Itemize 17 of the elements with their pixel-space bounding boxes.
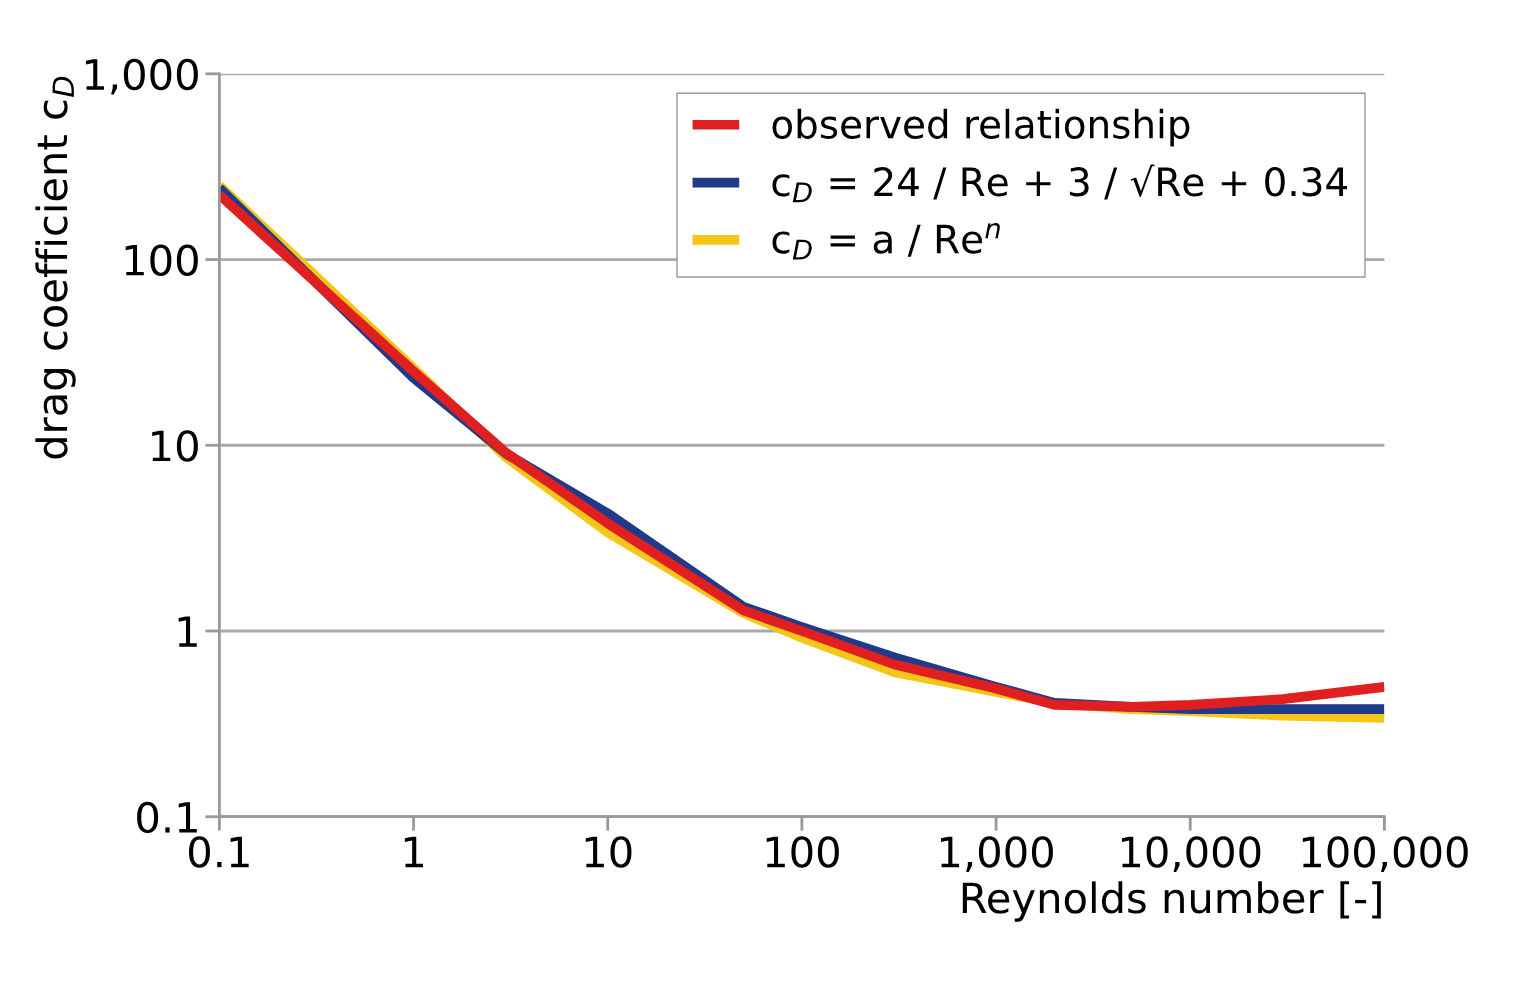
legend-label: observed relationship — [772, 108, 1190, 147]
x-tick-label: 100 — [766, 836, 839, 868]
y-tick-label: 1,000 — [85, 58, 198, 95]
x-axis-title: Reynolds number [-] — [962, 881, 1381, 922]
y-tick-label: 1 — [178, 616, 197, 647]
y-axis-title: drag coefficient c$_{D}$ — [35, 76, 76, 459]
x-tick-label: 0.1 — [189, 836, 249, 868]
x-tick-label: 1 — [404, 836, 423, 868]
legend-label: c$_{D}$ = 24 / Re + 3 / √Re + 0.34 — [772, 164, 1347, 203]
x-tick-label: 1,000 — [940, 836, 1053, 872]
legend-label: c$_{D}$ = a / Re$^{n}$ — [772, 223, 1000, 260]
y-tick-label: 100 — [125, 244, 198, 276]
y-tick-label: 0.1 — [137, 801, 197, 834]
y-tick-label: 10 — [152, 430, 198, 462]
x-tick-label: 10 — [585, 836, 632, 868]
x-tick-label: 10,000 — [1121, 836, 1261, 872]
x-tick-label: 100,000 — [1302, 836, 1468, 872]
